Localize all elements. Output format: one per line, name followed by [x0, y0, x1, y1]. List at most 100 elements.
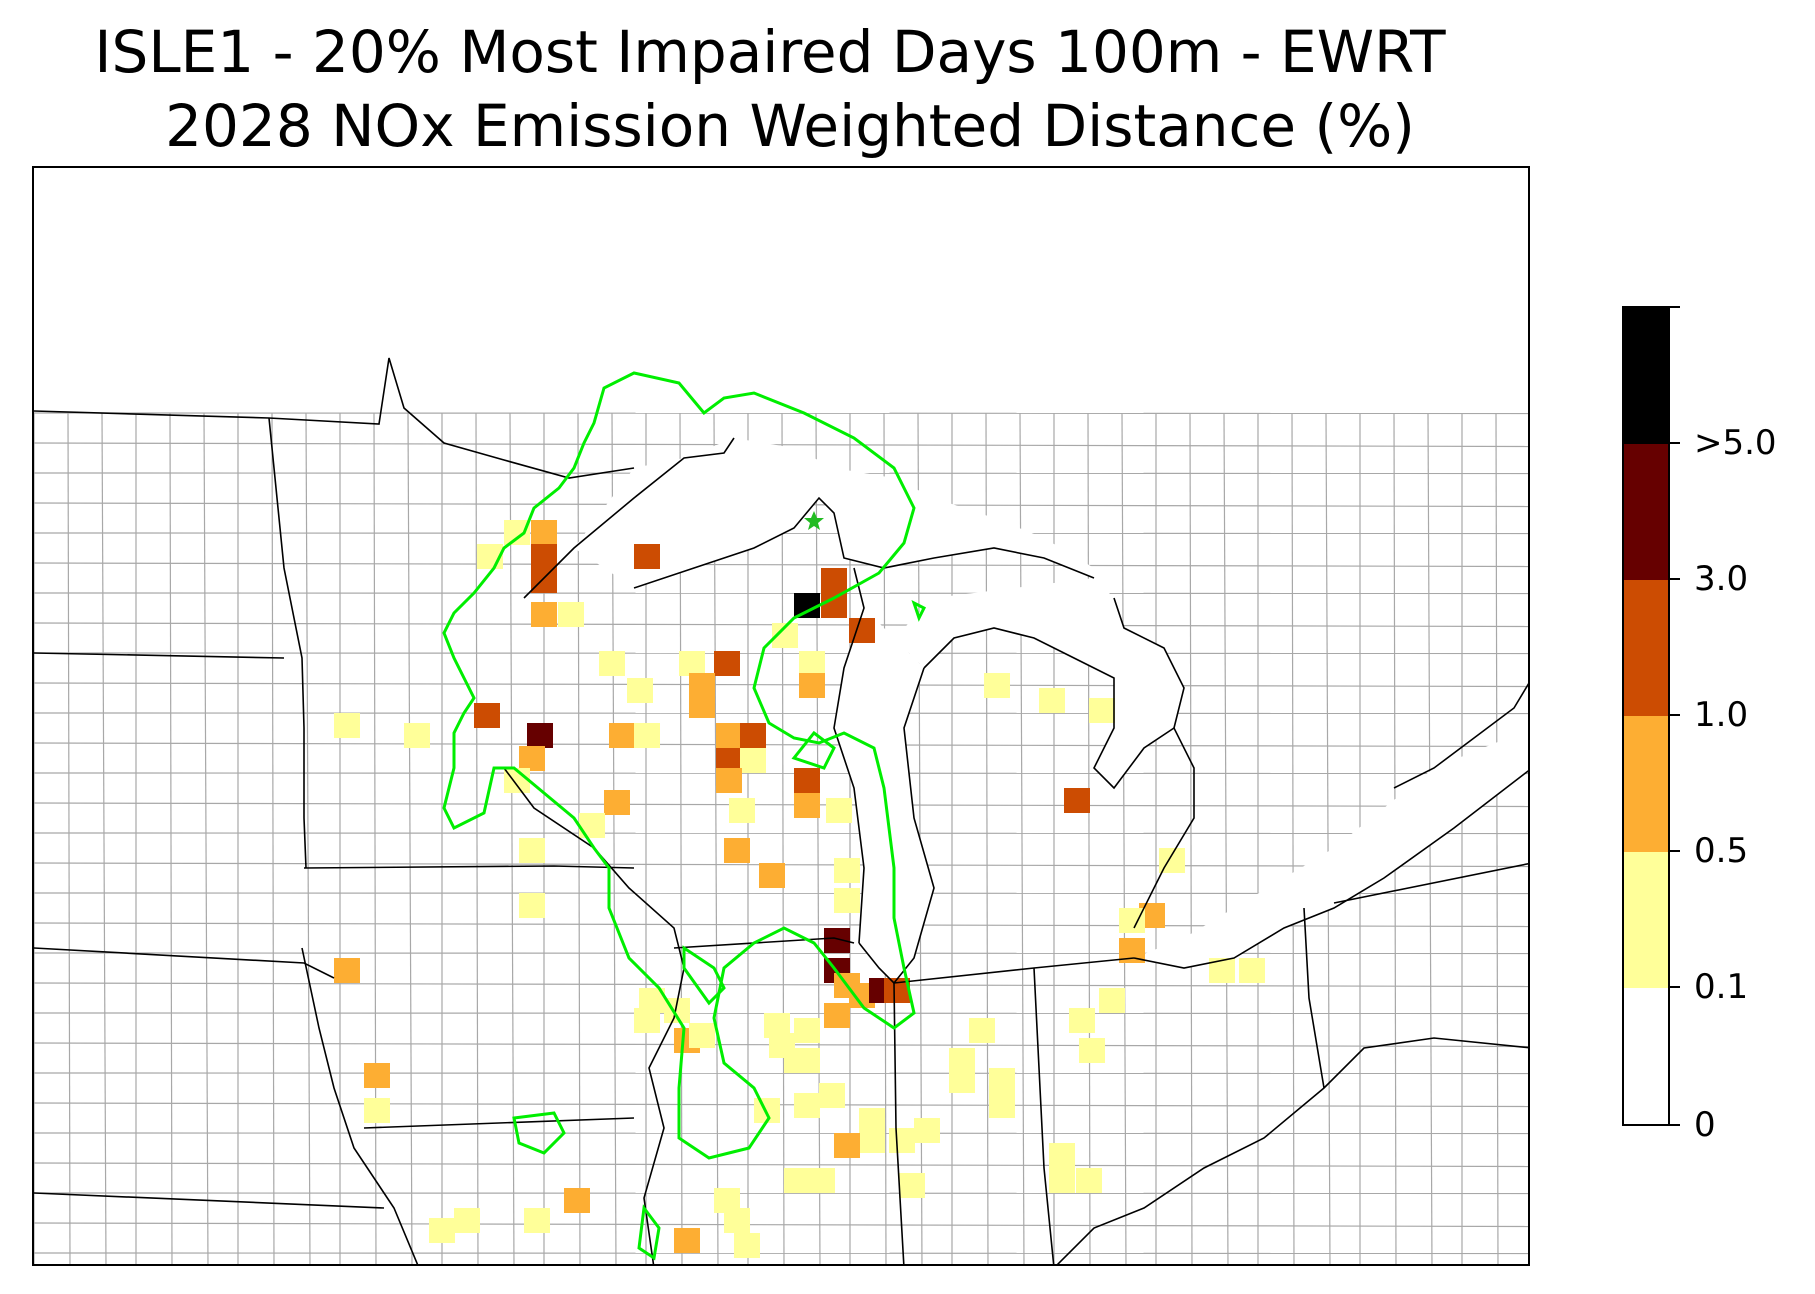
emission-cell [674, 1228, 700, 1253]
emission-cell [794, 1018, 820, 1043]
water-or-outside-area [894, 578, 1184, 788]
county-line [985, 412, 989, 1264]
colorbar-tick-top [1668, 306, 1680, 308]
county-line [1189, 412, 1193, 1264]
county-line [34, 772, 1528, 775]
emission-cell [579, 813, 605, 838]
emission-cell [524, 1208, 550, 1233]
emission-cell [519, 838, 545, 863]
county-line [407, 412, 413, 1264]
emission-cell [740, 723, 766, 748]
emission-cell [1064, 788, 1090, 813]
county-line [34, 592, 1528, 595]
emission-cell [799, 651, 825, 676]
receptor-site-star-icon [804, 511, 824, 530]
colorbar-label: 0.1 [1694, 967, 1749, 1007]
county-line [1019, 412, 1025, 1264]
colorbar-label: 1.0 [1694, 695, 1749, 735]
emission-cell [404, 723, 430, 748]
colorbar-segment-0.1-0.5 [1624, 852, 1668, 988]
emission-cell [989, 1068, 1015, 1093]
emission-cell [729, 798, 755, 823]
emission-cell [799, 673, 825, 698]
emission-cell [519, 893, 545, 918]
emission-cell [564, 1188, 590, 1213]
emission-cell [759, 863, 785, 888]
colorbar-segment-3-5 [1624, 444, 1668, 580]
county-boundaries [34, 412, 1528, 1264]
county-line [101, 412, 107, 1264]
emission-cell [834, 1133, 860, 1158]
emission-cell [1076, 1168, 1102, 1193]
colorbar-tick [1668, 442, 1680, 444]
emission-cell [1099, 988, 1125, 1013]
emission-cell [627, 678, 653, 703]
emission-cell [454, 1208, 480, 1233]
colorbar-tick [1668, 850, 1680, 852]
county-line [34, 712, 1528, 715]
county-line [34, 1252, 1528, 1255]
county-line [34, 1192, 1528, 1195]
emission-cell [679, 651, 705, 676]
county-line [509, 412, 515, 1264]
colorbar [1622, 306, 1670, 1126]
emission-cell [1069, 1008, 1095, 1033]
emission-cell [634, 723, 660, 748]
colorbar-tick [1668, 986, 1680, 988]
emission-cell [634, 1008, 660, 1033]
county-line [34, 412, 1528, 415]
county-line [1291, 412, 1295, 1264]
emission-cell [784, 1168, 810, 1193]
emission-cells [334, 520, 1265, 1258]
emission-cell [984, 673, 1010, 698]
map-title-line-2: 2028 NOx Emission Weighted Distance (%) [165, 92, 1415, 160]
emission-cell [531, 568, 557, 593]
emission-cell [724, 838, 750, 863]
county-line [271, 412, 275, 1264]
emission-cell [899, 1173, 925, 1198]
county-line [34, 832, 1528, 835]
emission-cell [821, 568, 847, 593]
county-line [34, 442, 1528, 448]
emission-cell [599, 651, 625, 676]
colorbar-segment-0-0.1 [1624, 988, 1668, 1124]
county-line [34, 982, 1528, 988]
county-line [1325, 412, 1331, 1264]
county-line [1087, 412, 1091, 1264]
emission-cell [794, 768, 820, 793]
emission-cell [1079, 1038, 1105, 1063]
county-line [815, 412, 821, 1264]
map-panel [32, 166, 1530, 1266]
emission-cell [859, 1128, 885, 1153]
emission-cell [716, 768, 742, 793]
map-title-line-1: ISLE1 - 20% Most Impaired Days 100m - EW… [94, 18, 1446, 86]
emission-cell [914, 1118, 940, 1143]
emission-cell [1119, 908, 1145, 933]
emission-cell [531, 602, 557, 627]
emission-cell [689, 693, 715, 718]
emission-cell [809, 1168, 835, 1193]
county-line [373, 412, 377, 1264]
county-line [34, 1162, 1528, 1168]
contour-lines [442, 371, 927, 1261]
county-line [67, 412, 71, 1264]
county-line [34, 652, 1528, 655]
emission-cell [1239, 958, 1265, 983]
emission-cell [714, 1188, 740, 1213]
emission-cell [531, 520, 557, 545]
emission-cell [364, 1098, 390, 1123]
colorbar-label: >5.0 [1694, 423, 1777, 463]
emission-cell [969, 1018, 995, 1043]
emission-cell [794, 1048, 820, 1073]
emission-cell [609, 723, 635, 748]
emission-cell [558, 602, 584, 627]
emission-cell [634, 544, 660, 569]
colorbar-label: 0.5 [1694, 831, 1749, 871]
emission-cell [519, 746, 545, 771]
colorbar-segment-1-3 [1624, 580, 1668, 716]
county-line [1495, 412, 1499, 1264]
emission-cell [740, 748, 766, 773]
county-line [1223, 412, 1229, 1264]
emission-cell [531, 544, 557, 569]
county-line [475, 412, 479, 1264]
